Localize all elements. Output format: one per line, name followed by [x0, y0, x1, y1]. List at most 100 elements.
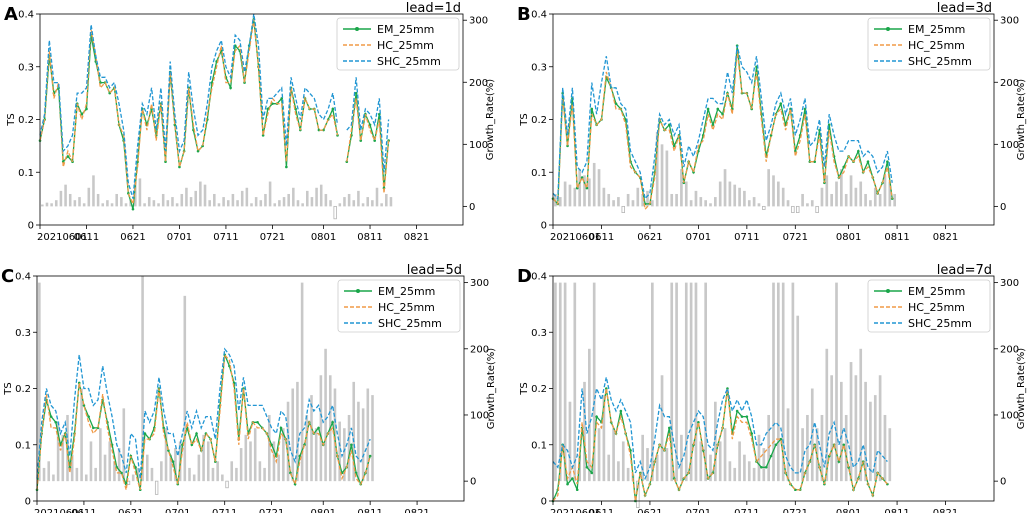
x-tick-label: 0821: [404, 508, 429, 513]
growth-bar: [631, 200, 635, 207]
growth-bar: [660, 375, 664, 482]
growth-bar: [185, 187, 188, 207]
series-point: [162, 426, 165, 430]
legend-box: [867, 279, 991, 333]
growth-bar: [42, 467, 46, 482]
growth-bar: [141, 276, 144, 482]
growth-bar: [80, 388, 83, 482]
y-tick-label: 0.4: [531, 10, 547, 21]
growth-bar: [296, 381, 299, 482]
growth-bar: [324, 193, 328, 207]
y2-tick-label: 200: [470, 344, 489, 355]
growth-bar: [122, 408, 126, 482]
legend-marker: [886, 289, 890, 293]
x-tick-label: 0701: [165, 508, 190, 513]
growth-bar: [231, 193, 235, 207]
growth-bar: [338, 421, 341, 482]
legend-label: SHC_25mm: [377, 55, 441, 68]
series-point: [368, 123, 372, 127]
growth-bar: [319, 375, 323, 482]
growth-bar: [704, 200, 707, 207]
growth-bar: [89, 441, 93, 482]
growth-bar: [752, 467, 756, 482]
legend-label: EM_25mm: [908, 285, 965, 298]
growth-bar: [110, 203, 114, 207]
growth-bar: [245, 187, 249, 207]
growth-bar: [849, 175, 853, 207]
growth-bar: [651, 200, 654, 207]
y2-tick-label: 300: [1000, 16, 1019, 27]
growth-bar: [171, 197, 174, 207]
growth-bar: [568, 184, 572, 207]
growth-bar: [617, 197, 620, 207]
growth-bar: [554, 282, 557, 482]
growth-bar: [352, 381, 356, 482]
growth-bar: [612, 428, 615, 482]
growth-bar: [772, 282, 775, 482]
growth-bar: [52, 474, 55, 482]
growth-bar: [208, 200, 211, 207]
growth-bar: [563, 282, 567, 482]
growth-bar: [747, 200, 751, 207]
growth-bar: [786, 200, 790, 207]
growth-bar: [361, 408, 365, 482]
x-tick-label: 0711: [734, 508, 759, 513]
growth-bar: [796, 315, 800, 482]
growth-bar: [134, 181, 137, 207]
growth-bar: [795, 205, 800, 213]
growth-bar: [268, 181, 272, 207]
growth-bar: [211, 467, 215, 482]
x-tick-label: 0821: [404, 232, 429, 243]
growth-bar: [820, 187, 824, 207]
series-point: [331, 107, 335, 111]
growth-bar: [680, 169, 683, 207]
growth-bar: [333, 205, 337, 220]
series-point: [229, 86, 232, 90]
growth-bar: [310, 395, 313, 482]
series-line-hc-25mm: [552, 50, 893, 211]
growth-bar: [786, 408, 790, 482]
growth-bar: [385, 193, 388, 207]
y-tick-label: 0.4: [18, 10, 34, 21]
series-point: [764, 465, 768, 469]
legend-label: HC_25mm: [377, 39, 434, 52]
growth-bar: [273, 203, 277, 207]
growth-bar: [844, 193, 848, 207]
series-point: [585, 465, 589, 469]
growth-bar: [61, 434, 65, 482]
growth-bar: [612, 200, 615, 207]
growth-bar: [588, 178, 591, 207]
growth-bar: [124, 203, 128, 207]
series-point: [54, 420, 58, 424]
legend-marker: [356, 289, 360, 293]
x-tick-label: 0801: [311, 508, 336, 513]
growth-bar: [728, 181, 732, 207]
growth-bar: [287, 193, 290, 207]
y-tick-label: 0.2: [531, 384, 547, 395]
legend: EM_25mm HC_25mm SHC_25mm: [867, 279, 991, 333]
series-point: [769, 454, 773, 458]
y2-tick-label: 200: [469, 78, 488, 89]
growth-bar: [306, 190, 309, 207]
x-tick-label: 0811: [884, 508, 909, 513]
growth-bar: [651, 282, 654, 482]
growth-bar: [689, 200, 693, 207]
growth-bar: [96, 193, 100, 207]
growth-bar: [361, 203, 365, 207]
growth-bar: [221, 474, 224, 482]
growth-bar: [267, 414, 271, 482]
legend-marker: [355, 27, 359, 31]
series-point: [80, 112, 84, 116]
growth-bar: [235, 467, 238, 482]
growth-bar: [646, 448, 649, 482]
series-point: [171, 460, 175, 463]
growth-bar: [873, 187, 877, 207]
growth-bar: [588, 348, 591, 482]
growth-bar: [806, 203, 809, 207]
series-point: [143, 432, 147, 435]
growth-bar: [249, 441, 252, 482]
growth-bar: [646, 190, 649, 207]
growth-bar: [621, 441, 625, 482]
